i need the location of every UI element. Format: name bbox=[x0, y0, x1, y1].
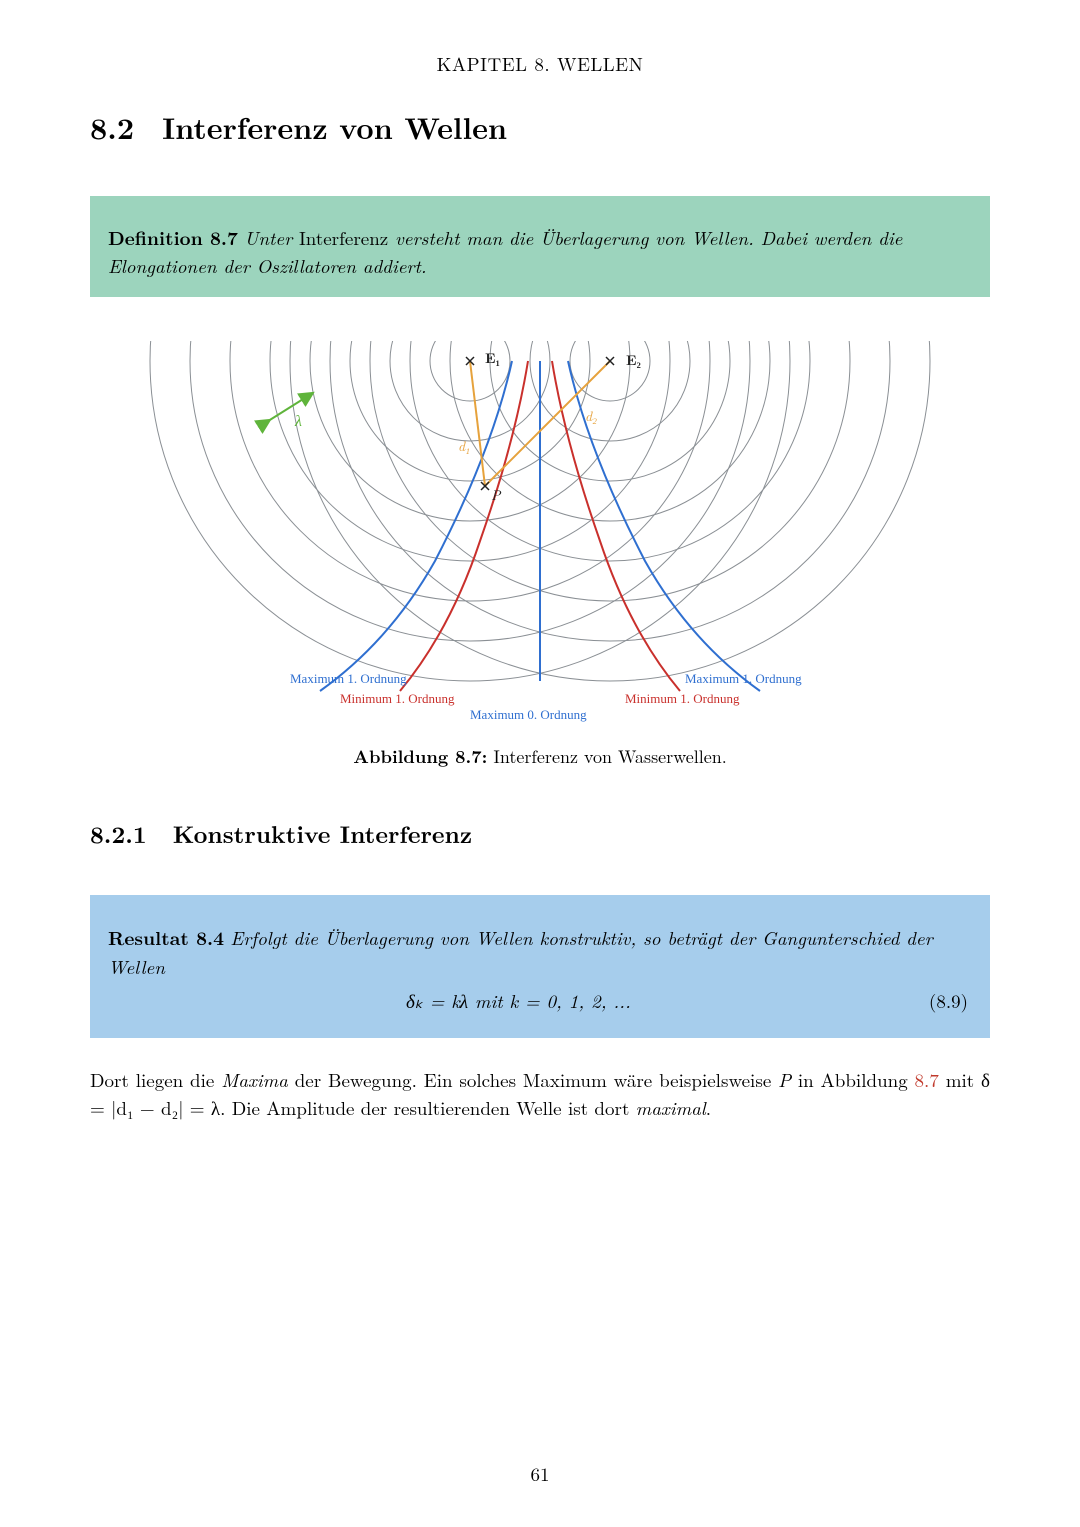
chapter-header: KAPITEL 8. WELLEN bbox=[90, 50, 990, 77]
svg-text:d₂: d₂ bbox=[585, 406, 597, 426]
page: KAPITEL 8. WELLEN 8.2 Interferenz von Wel… bbox=[0, 0, 1080, 1527]
section-title: 8.2 Interferenz von Wellen bbox=[90, 105, 990, 148]
section-title-text: Interferenz von Wellen bbox=[162, 105, 507, 148]
equation: δₖ = kλ mit k = 0, 1, 2, ... bbox=[108, 987, 929, 1016]
definition-term: Interferenz bbox=[299, 224, 388, 251]
svg-text:Maximum 1. Ordnung: Maximum 1. Ordnung bbox=[685, 671, 802, 686]
body-maximal: maximal bbox=[636, 1094, 706, 1121]
body-t1: Dort liegen die bbox=[90, 1066, 221, 1093]
definition-pre: Unter bbox=[244, 224, 299, 251]
equation-number: (8.9) bbox=[929, 987, 972, 1016]
equation-row: δₖ = kλ mit k = 0, 1, 2, ... (8.9) bbox=[108, 987, 972, 1016]
body-t3: in Abbildung bbox=[791, 1066, 915, 1093]
body-t2: der Bewegung. Ein solches Maximum wäre b… bbox=[288, 1066, 778, 1093]
svg-text:Maximum 0. Ordnung: Maximum 0. Ordnung bbox=[470, 707, 587, 722]
figure: λ Pd₁ d₂ E₁ E₂ Maximum 1. Ordnung Minimum 1. O… bbox=[90, 331, 990, 769]
subsection-number: 8.2.1 bbox=[90, 817, 147, 851]
svg-text:λ: λ bbox=[294, 408, 302, 431]
body-t5: . bbox=[706, 1094, 711, 1121]
svg-text:Minimum 1. Ordnung: Minimum 1. Ordnung bbox=[625, 691, 740, 706]
subsection-title-text: Konstruktive Interferenz bbox=[173, 817, 472, 851]
subsection-title: 8.2.1 Konstruktive Interferenz bbox=[90, 817, 990, 851]
definition-box: Definition 8.7 Unter Interferenz versteh… bbox=[90, 196, 990, 297]
figure-caption-label: Abbildung 8.7: bbox=[353, 744, 487, 769]
body-P: P bbox=[778, 1066, 791, 1093]
svg-text:Maximum 1. Ordnung: Maximum 1. Ordnung bbox=[290, 671, 407, 686]
figure-caption: Abbildung 8.7: Interferenz von Wasserwel… bbox=[90, 744, 990, 769]
figure-caption-text: Interferenz von Wasserwellen. bbox=[487, 744, 726, 769]
svg-text:Minimum 1. Ordnung: Minimum 1. Ordnung bbox=[340, 691, 455, 706]
svg-text:P: P bbox=[491, 485, 502, 505]
svg-text:E₂: E₂ bbox=[626, 350, 641, 370]
resultat-box: Resultat 8.4 Erfolgt die Überlagerung vo… bbox=[90, 895, 990, 1038]
svg-text:d₁: d₁ bbox=[458, 436, 470, 456]
body-maxima: Maxima bbox=[221, 1066, 288, 1093]
page-number: 61 bbox=[0, 1460, 1080, 1487]
figure-ref: 8.7 bbox=[915, 1066, 939, 1093]
section-number: 8.2 bbox=[90, 105, 134, 148]
resultat-text: Erfolgt die Überlagerung von Wellen kons… bbox=[108, 924, 933, 980]
svg-text:E₁: E₁ bbox=[485, 348, 500, 368]
resultat-label: Resultat 8.4 bbox=[108, 923, 224, 951]
definition-label: Definition 8.7 bbox=[108, 223, 238, 251]
interference-figure-svg: λ Pd₁ d₂ E₁ E₂ Maximum 1. Ordnung Minimum 1. O… bbox=[140, 331, 940, 731]
body-paragraph: Dort liegen die Maxima der Bewegung. Ein… bbox=[90, 1066, 990, 1123]
